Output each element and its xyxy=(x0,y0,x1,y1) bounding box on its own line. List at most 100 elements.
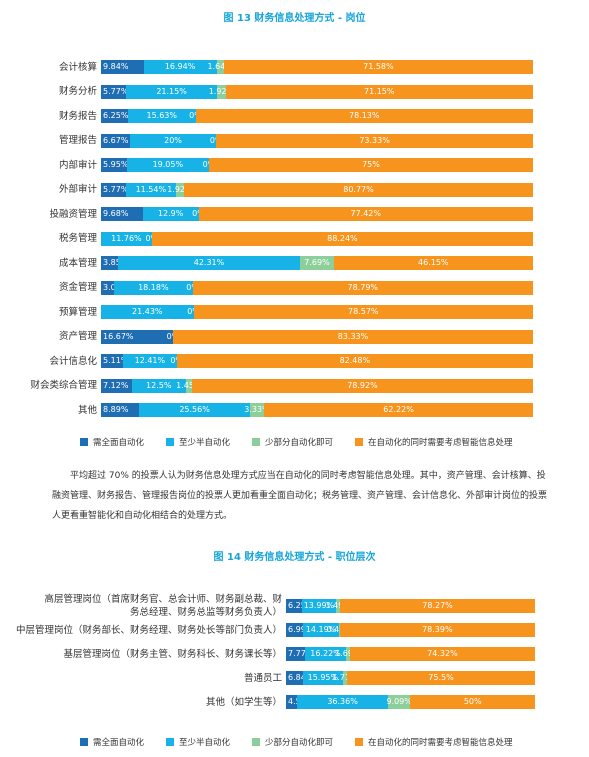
bar: 6.99%14.19%0.42% 78.39% xyxy=(286,623,535,637)
bar-segment: 21.43% xyxy=(101,305,194,320)
bar-segment: 78.13% xyxy=(195,109,533,124)
value-label: 18.18% xyxy=(138,282,169,292)
bar-segment: 11.54% xyxy=(125,182,176,197)
chart: 高层管理岗位（首席财务官、总会计师、财务副总裁、财务总经理、财务总监等财务负责人… xyxy=(0,594,535,714)
legend-label: 少部分自动化即可 xyxy=(265,438,334,448)
bar-segment: 16.22% xyxy=(305,647,346,661)
value-label: 12.41% xyxy=(134,356,166,366)
bar-row: 资产管理 16.67%0%83.33% xyxy=(0,325,533,350)
bar-segment: 1.71% xyxy=(332,671,358,685)
value-label: 78.39% xyxy=(422,625,453,634)
bar-row: 其他（如学生等） 4.55% 36.36% 9.09% 50% xyxy=(0,690,535,714)
bar-segment: 78.27% xyxy=(340,599,535,613)
bar-segment: 73.33% xyxy=(216,133,533,148)
value-label: 7.77% xyxy=(288,649,314,658)
value-label: 19.05% xyxy=(152,160,184,170)
bar-row: 其他 8.89% 25.56% 3.33% 62.22% xyxy=(0,398,533,423)
bar-row: 普通员工 6.84% 15.95% 1.71% 75.5% xyxy=(0,666,535,690)
bar-segment: 3.03% xyxy=(101,280,128,295)
category-label: 基层管理岗位（财务主管、财务科长、财务课长等） xyxy=(63,648,282,660)
bar-segment: 1.64% xyxy=(207,60,233,75)
value-label: 5.95% xyxy=(103,160,129,170)
bar-segment: 15.95% xyxy=(303,671,343,685)
value-label: 6.99% xyxy=(288,625,314,634)
legend-label: 在自动化的同时需要考虑智能信息处理 xyxy=(368,438,513,448)
bar-segment: 8.89% xyxy=(101,403,140,418)
value-label: 20% xyxy=(164,135,182,145)
bar-segment: 16.94% xyxy=(143,60,217,75)
category-label: 内部审计 xyxy=(58,159,97,171)
category-label: 其他（如学生等） xyxy=(205,696,282,708)
value-label: 1.49% xyxy=(325,601,351,610)
bar-segment: 78.39% xyxy=(339,623,535,637)
value-label: 36.36% xyxy=(327,697,358,706)
bar: 5.11%12.41%0%82.48% xyxy=(101,354,533,369)
value-label: 78.79% xyxy=(347,282,379,292)
bar-segment: 9.09% xyxy=(386,695,412,709)
value-label: 46.15% xyxy=(418,258,449,268)
bar-row: 会计信息化 5.11%12.41%0%82.48% xyxy=(0,349,533,374)
legend-swatch xyxy=(355,738,364,746)
value-label: 9.68% xyxy=(103,209,129,219)
bar: 4.55% 36.36% 9.09% 50% xyxy=(286,695,535,709)
category-label: 会计信息化 xyxy=(49,355,97,367)
legend-item: 在自动化的同时需要考虑智能信息处理 xyxy=(355,436,513,448)
bar: 5.77% 11.54% 1.92% 80.77% xyxy=(101,182,533,197)
legend: 需全面自动化 至少半自动化 少部分自动化即可 在自动化的同时需要考虑智能信息处理 xyxy=(80,736,513,748)
bar: 0%11.76%0%88.24% xyxy=(101,231,533,246)
value-label: 3.85% xyxy=(103,258,129,268)
value-label: 25.56% xyxy=(179,405,210,415)
bar-segment: 6.25% xyxy=(101,109,129,124)
value-label: 6.25% xyxy=(103,111,129,121)
bar-segment: 77.42% xyxy=(198,207,533,222)
bar-row: 预算管理 0%21.43%0%78.57% xyxy=(0,300,533,325)
category-label: 资产管理 xyxy=(58,331,97,343)
bar-row: 税务管理 0%11.76%0%88.24% xyxy=(0,227,533,252)
bar-row: 资金管理3.03%18.18%0%78.79% xyxy=(0,276,533,301)
value-label: 80.77% xyxy=(343,184,374,194)
bar-segment: 50% xyxy=(410,695,535,709)
bar-segment: 75.5% xyxy=(346,671,535,685)
bar: 5.77% 21.15% 1.92% 71.15% xyxy=(101,84,533,99)
value-label: 13.99% xyxy=(303,601,335,610)
value-label: 12.9% xyxy=(157,209,184,219)
bar-segment: 42.31% xyxy=(117,256,301,271)
bar-segment: 5.77% xyxy=(101,182,128,197)
legend-label: 少部分自动化即可 xyxy=(265,738,334,748)
value-label: 62.22% xyxy=(383,405,414,415)
bar-segment: 14.19% xyxy=(303,623,339,637)
value-label: 6.84% xyxy=(288,673,314,682)
bar-segment: 62.22% xyxy=(264,403,533,418)
value-label: 9.09% xyxy=(386,697,412,706)
bar-segment: 74.32% xyxy=(349,647,535,661)
value-label: 12.5% xyxy=(146,380,172,390)
value-label: 14.19% xyxy=(305,625,337,634)
chart-title: 图 14 财务信息处理方式 - 职位层次 xyxy=(213,552,376,563)
category-label: 高层管理岗位（首席财务官、总会计师、财务副总裁、财务总经理、财务总监等财务负责人… xyxy=(44,594,282,618)
bar-segment: 78.79% xyxy=(192,280,533,295)
legend-swatch xyxy=(166,438,175,446)
legend-label: 需全面自动化 xyxy=(93,438,145,448)
value-label: 7.69% xyxy=(304,258,330,268)
bar-segment: 16.67% xyxy=(101,329,173,344)
bar: 7.77% 16.22% 1.69% 74.32% xyxy=(286,647,535,661)
bar-segment: 18.18% xyxy=(114,280,193,295)
value-label: 71.15% xyxy=(363,86,395,96)
value-label: 11.54% xyxy=(135,184,167,194)
bar-segment: 9.68% xyxy=(101,207,143,222)
bar-segment: 5.77% xyxy=(101,84,128,99)
legend-item: 少部分自动化即可 xyxy=(252,736,333,748)
bar: 8.89% 25.56% 3.33% 62.22% xyxy=(101,403,533,418)
bar-row: 外部审计 5.77% 11.54% 1.92% 80.77% xyxy=(0,178,533,203)
bar-segment: 12.9% xyxy=(142,207,199,222)
bar: 7.12% 12.5% 1.45% 78.92% xyxy=(101,378,533,393)
bar-segment: 19.05% xyxy=(126,158,209,173)
legend-swatch xyxy=(80,738,88,746)
bar-row: 财会类综合管理 7.12% 12.5% 1.45% 78.92% xyxy=(0,374,533,399)
value-label: 6.25% xyxy=(288,599,313,613)
bar: 3.03%18.18%0%78.79% xyxy=(101,280,533,295)
body-text: 平均超过 70% 的投票人认为财务信息处理方式应当在自动化的同时考虑智能信息处理… xyxy=(52,471,548,521)
bar: 3.85% 42.31% 7.69% 46.15% xyxy=(101,256,533,271)
bar: 9.84% 16.94% 1.64% 71.58% xyxy=(101,60,533,75)
